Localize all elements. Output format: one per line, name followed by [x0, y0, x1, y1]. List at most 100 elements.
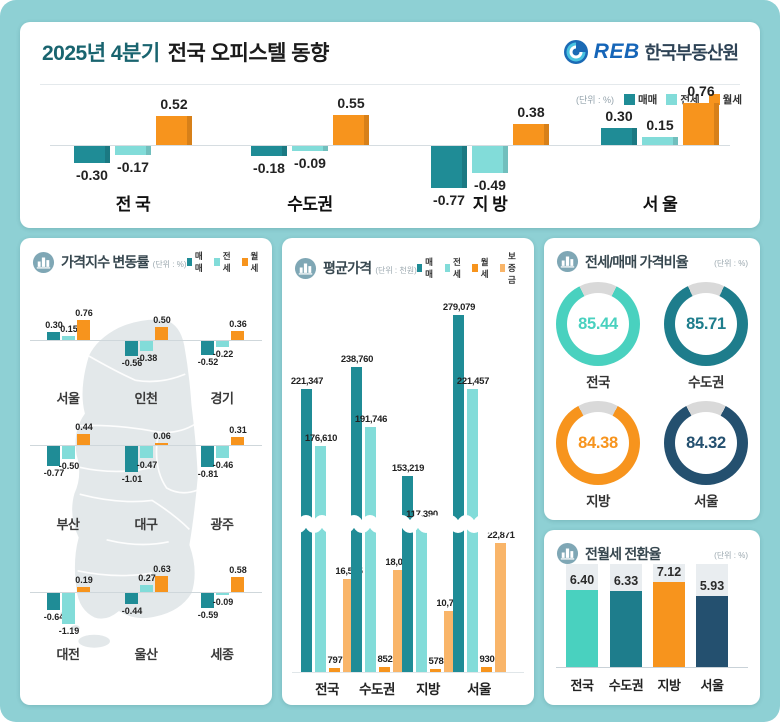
legend-label: 매매	[425, 257, 433, 279]
legend-label: 월세	[480, 257, 489, 279]
category-label: 수도권	[287, 195, 333, 214]
chart-baseline	[50, 145, 730, 146]
legend-label: 전세	[452, 257, 461, 279]
bar-월세	[77, 320, 90, 340]
donut-region-label: 지방	[586, 494, 610, 509]
legend-label: 매매	[194, 251, 203, 273]
bar-전세	[416, 522, 427, 672]
legend-item: 보증금	[500, 250, 522, 286]
bar-value-label: 117,390	[406, 509, 438, 520]
quarterly-change-chart: -0.30 -0.17 0.52 전 국 -0.18 -0.09 0.55 수도권 -0.77-…	[50, 84, 730, 225]
legend-swatch-월세	[472, 264, 478, 272]
reb-logo-org: 한국부동산원	[644, 43, 739, 63]
bar-value-label: 176,610	[304, 433, 338, 444]
bar-value-label: 0.15	[60, 324, 78, 334]
bar-value-label: 0.55	[337, 95, 365, 111]
legend-label: 월세	[722, 94, 742, 106]
bar-월세	[231, 331, 244, 340]
donut-ring: 84.32	[664, 401, 748, 485]
legend-swatch-월세	[242, 258, 248, 266]
bar-전세	[62, 446, 75, 459]
reb-logo: REB 한국부동산원	[563, 39, 739, 65]
bar-value-label: 0.36	[229, 319, 247, 329]
bar-value-label: 191,746	[354, 414, 388, 425]
bar-value-label: -1.19	[58, 626, 80, 636]
bar-전세	[315, 446, 326, 672]
bar-매매	[74, 146, 110, 163]
regional-mini-charts: 0.30 0.15 0.76 서울 -0.56 -0.38 0.50 인천 -0.52 -0.22…	[20, 238, 272, 705]
bar-매매	[47, 593, 60, 610]
bar-value-label: 0.63	[153, 564, 171, 574]
bar-value-label: 16,545	[335, 566, 363, 577]
building-icon	[556, 250, 579, 273]
legend-item: 월세	[708, 92, 742, 107]
bar-value-label: 0.30	[605, 108, 633, 124]
ratio-donut-grid: 85.44 전국 85.71 수도권 84.38 지방 84.32 서울	[544, 282, 760, 510]
legend-label: 보증금	[508, 251, 516, 285]
average-price-chart: 221,347 176,610 797 16,545 전국 238,760 191,746 8…	[282, 238, 534, 705]
chart-baseline	[292, 672, 524, 673]
bar-value-label: -0.81	[197, 469, 219, 479]
bar-value-label: -0.38	[136, 353, 158, 363]
bar-value-label: -0.77	[433, 192, 465, 208]
donut-value: 85.44	[567, 293, 629, 355]
legend-item: 매매	[624, 92, 657, 107]
header-divider	[40, 84, 740, 85]
category-label: 전국	[315, 682, 339, 697]
building-icon	[556, 542, 579, 565]
panel-header: 가격지수 변동률 (단위 : %) 매매 전세 월세	[20, 238, 272, 274]
region-label-울산: 울산	[134, 647, 158, 662]
bar-보증금	[444, 611, 455, 672]
panel-unit: (단위 : %)	[152, 259, 187, 269]
bar-매매	[125, 446, 138, 472]
bar-value-label: 0.27	[138, 573, 156, 583]
legend-row: 매매 전세 월세 보증금	[416, 250, 522, 286]
bar-value-label: -0.18	[253, 160, 285, 176]
donut-서울: 84.32 서울	[656, 401, 756, 510]
category-label: 전국	[570, 678, 594, 693]
bar-value-label: -0.30	[76, 167, 108, 183]
bar-value-label: 0.06	[153, 431, 171, 441]
region-label-인천: 인천	[134, 391, 158, 406]
legend-swatch-전세	[666, 94, 678, 105]
donut-ring: 84.38	[556, 401, 640, 485]
bar-월세	[481, 667, 492, 672]
average-price-panel: 평균가격 (단위 : 천원) 매매 전세 월세 보증금 221,347 176,610 7…	[282, 238, 534, 705]
bar-value-label: 0.52	[160, 96, 188, 112]
bar-value-label: 279,079	[442, 302, 476, 313]
chart-group-3: -0.77 -0.49 0.38 지 방	[431, 90, 549, 225]
legend-item: 전세	[444, 256, 464, 280]
bar-월세	[231, 577, 244, 592]
bar-value-label: 0.19	[75, 575, 93, 585]
donut-전국: 85.44 전국	[548, 282, 648, 391]
donut-region-label: 수도권	[688, 375, 724, 390]
building-icon	[294, 257, 317, 279]
bar-매매	[453, 315, 464, 672]
bar-전세	[115, 146, 151, 155]
chart-group-4: 0.30 0.15 0.76 서 울	[601, 84, 719, 225]
page-title-quarter: 2025년 4분기	[42, 42, 160, 65]
bar-value-label: -0.52	[197, 357, 219, 367]
bar-매매	[301, 389, 312, 672]
bar-매매	[251, 146, 287, 156]
bar-월세	[513, 124, 549, 145]
panel-unit: (단위 : %)	[714, 551, 748, 560]
bar-매매	[431, 146, 467, 188]
bar-value-label: -0.22	[212, 349, 234, 359]
legend-item: 매매	[186, 250, 206, 274]
category-label: 서울	[700, 678, 724, 693]
bar-전세	[140, 585, 153, 592]
category-label: 지방	[416, 682, 440, 697]
bar-월세	[430, 669, 441, 672]
bar-매매	[402, 476, 413, 672]
bar-value-label: 153,219	[391, 463, 425, 474]
bar-value-label: 0.58	[229, 565, 247, 575]
bar-value-label: 5.93	[699, 579, 725, 593]
bar-value-label: -0.59	[197, 610, 219, 620]
bar-전세	[365, 427, 376, 672]
row-baseline	[30, 340, 262, 341]
chart-group-1: -0.30 -0.17 0.52 전 국	[74, 90, 192, 225]
bar-value-label: 0.30	[45, 320, 63, 330]
chart-baseline	[556, 667, 748, 668]
bar-value-label: -0.09	[294, 155, 326, 171]
